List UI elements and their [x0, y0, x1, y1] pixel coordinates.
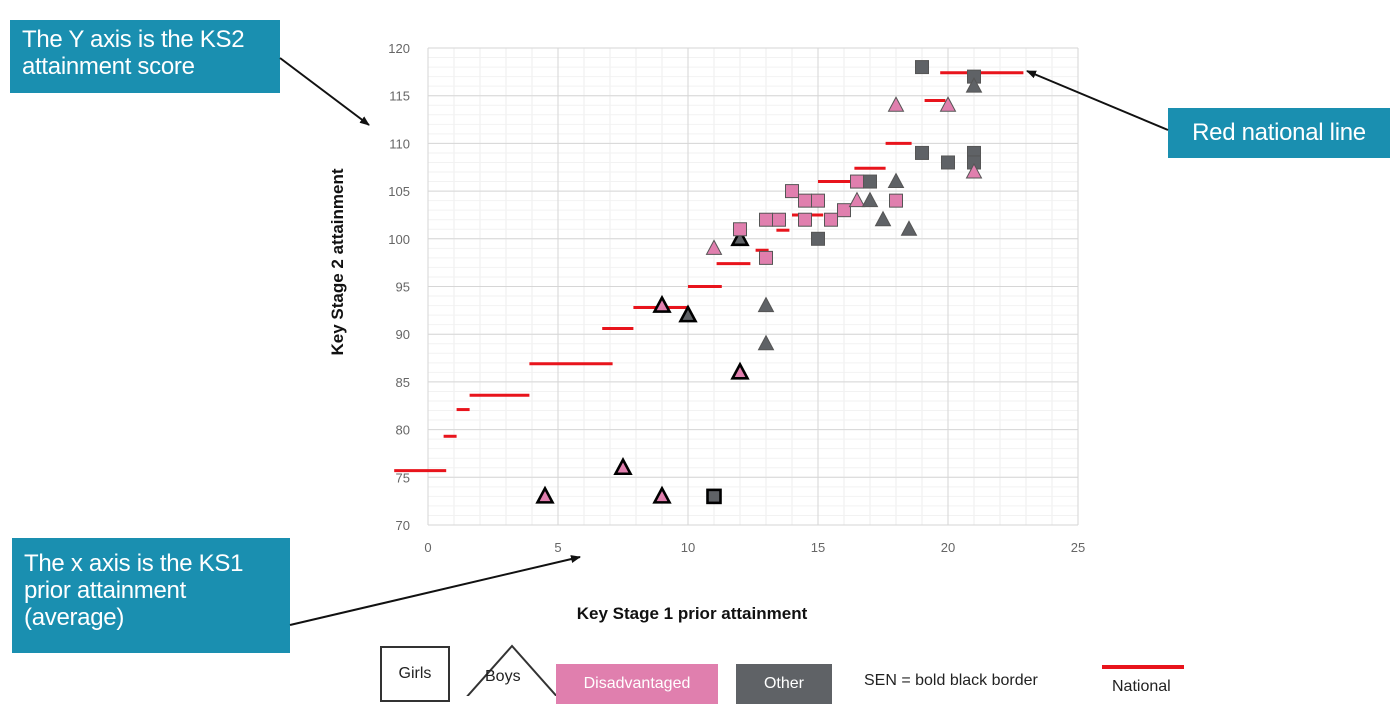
legend-disadvantaged: Disadvantaged [556, 664, 718, 704]
data-point-triangle [652, 485, 672, 504]
x-axis-callout: The x axis is the KS1 prior attainment (… [12, 538, 290, 653]
x-tick-label: 15 [811, 540, 825, 555]
points-series [535, 60, 983, 505]
axis-ticks: 0 5 10 15 20 25 70 75 80 85 90 95 100 105 110 115 120 [388, 41, 1085, 555]
legend-other: Other [736, 664, 832, 704]
national-line-callout: Red national line [1168, 108, 1390, 158]
x-tick-label: 10 [681, 540, 695, 555]
data-point-triangle [861, 191, 879, 208]
y-tick-label: 100 [388, 232, 410, 247]
data-point-triangle [730, 361, 750, 380]
legend-boys-label: Boys [485, 668, 521, 685]
data-point-square [706, 488, 722, 505]
data-point-triangle [757, 334, 775, 351]
x-axis-callout-line2: prior attainment [24, 577, 186, 604]
x-tick-label: 25 [1071, 540, 1085, 555]
boys-legend-triangle [466, 644, 558, 696]
data-point-square [889, 193, 903, 208]
data-point-triangle [730, 228, 750, 247]
x-tick-label: 0 [424, 540, 431, 555]
x-axis-label: Key Stage 1 prior attainment [577, 604, 808, 623]
legend-girls-label: Girls [398, 665, 432, 682]
y-axis-callout-line1: The Y axis is the KS2 [22, 26, 245, 53]
data-point-square [837, 203, 851, 218]
y-tick-label: 80 [396, 423, 410, 438]
y-callout-arrow [279, 57, 370, 126]
legend-girls: Girls [380, 646, 450, 702]
data-point-triangle [705, 239, 723, 255]
y-axis-callout-line2: attainment score [22, 53, 195, 80]
data-point-triangle [939, 96, 957, 112]
data-point-triangle [757, 296, 775, 313]
y-tick-label: 85 [396, 375, 410, 390]
data-point-triangle [965, 77, 983, 93]
data-point-triangle [887, 172, 905, 189]
y-tick-label: 105 [388, 184, 410, 199]
national-line-callout-text: Red national line [1192, 119, 1366, 146]
data-point-square [811, 193, 825, 208]
data-point-square [941, 155, 955, 170]
x-callout-arrow [289, 555, 581, 626]
data-point-triangle [535, 485, 555, 504]
data-point-square [759, 212, 773, 227]
data-point-square [798, 212, 812, 227]
y-tick-label: 70 [396, 518, 410, 533]
data-point-triangle [613, 457, 633, 476]
data-point-square [915, 145, 929, 160]
x-tick-label: 20 [941, 540, 955, 555]
legend-national-label: National [1112, 678, 1171, 695]
y-tick-label: 120 [388, 41, 410, 56]
data-point-triangle [965, 162, 983, 179]
y-tick-label: 115 [389, 89, 410, 104]
data-point-square [863, 174, 877, 189]
data-point-triangle [678, 304, 698, 323]
national-callout-arrow [1026, 70, 1169, 131]
data-point-square [785, 184, 799, 199]
legend-sen: SEN = bold black border [864, 672, 1038, 689]
data-point-square [772, 212, 786, 227]
data-point-triangle [652, 294, 672, 313]
y-tick-label: 90 [396, 327, 410, 342]
y-axis-callout: The Y axis is the KS2 attainment score [10, 20, 280, 93]
data-point-square [811, 231, 825, 246]
y-tick-label: 110 [389, 136, 410, 151]
data-point-square [759, 250, 773, 265]
data-point-square [733, 222, 747, 237]
data-point-triangle [848, 191, 866, 208]
legend-other-label: Other [763, 675, 804, 692]
data-point-square [915, 60, 929, 75]
legend-disadvantaged-label: Disadvantaged [583, 675, 691, 692]
data-point-square [850, 174, 864, 189]
data-point-triangle [900, 220, 918, 236]
y-tick-label: 95 [396, 280, 410, 295]
y-tick-label: 75 [396, 470, 410, 485]
chart-grid [427, 47, 1079, 526]
data-point-triangle [874, 210, 892, 227]
x-tick-label: 5 [554, 540, 561, 555]
data-point-square [824, 212, 838, 227]
x-axis-callout-line1: The x axis is the KS1 [24, 550, 244, 577]
x-axis-callout-line3: (average) [24, 604, 125, 631]
y-axis-label: Key Stage 2 attainment [328, 168, 347, 355]
data-point-square [798, 193, 812, 208]
data-point-triangle [887, 96, 905, 112]
